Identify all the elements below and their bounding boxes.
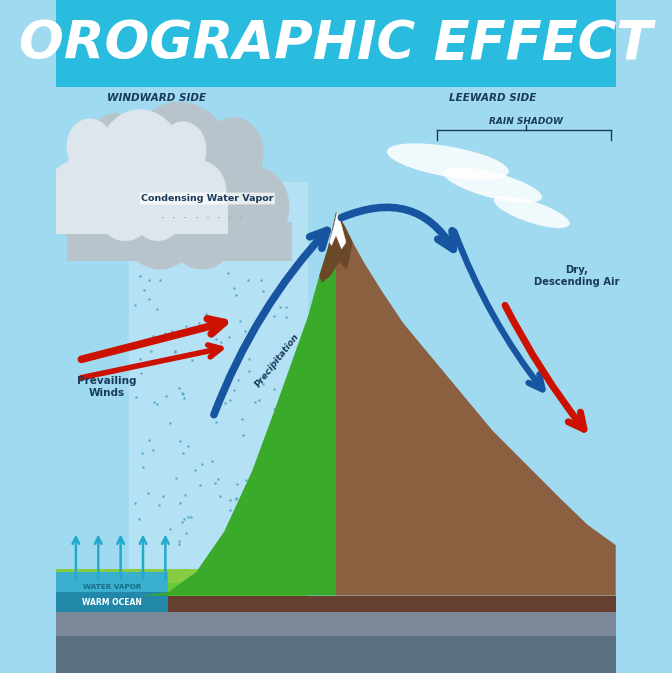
Circle shape xyxy=(86,114,144,184)
Polygon shape xyxy=(140,212,336,596)
Circle shape xyxy=(224,168,289,246)
Bar xyxy=(129,182,308,572)
Circle shape xyxy=(125,102,234,234)
Text: ·: · xyxy=(183,212,187,225)
Text: ·: · xyxy=(239,212,243,225)
Bar xyxy=(56,569,308,596)
Bar xyxy=(56,636,616,673)
Text: Precipitation: Precipitation xyxy=(253,332,301,388)
Text: ·: · xyxy=(194,212,198,225)
Circle shape xyxy=(86,129,176,238)
Polygon shape xyxy=(319,212,353,283)
Polygon shape xyxy=(336,212,616,596)
Circle shape xyxy=(47,162,102,228)
Ellipse shape xyxy=(444,168,542,203)
Text: WINDWARD SIDE: WINDWARD SIDE xyxy=(108,93,206,102)
Text: Dry,
Descending Air: Dry, Descending Air xyxy=(534,265,620,287)
Circle shape xyxy=(97,110,183,213)
Circle shape xyxy=(167,184,237,269)
Bar xyxy=(56,612,616,636)
Bar xyxy=(56,583,308,596)
Circle shape xyxy=(60,168,131,254)
Bar xyxy=(67,223,292,261)
Text: WATER VAPOR: WATER VAPOR xyxy=(83,584,141,590)
Polygon shape xyxy=(329,212,346,249)
Text: ·: · xyxy=(206,212,210,225)
Text: ·: · xyxy=(172,212,176,225)
Text: OROGRAPHIC EFFECT: OROGRAPHIC EFFECT xyxy=(19,17,653,70)
Bar xyxy=(52,204,228,234)
Text: Condensing Water Vapor: Condensing Water Vapor xyxy=(141,194,274,203)
Text: WARM OCEAN: WARM OCEAN xyxy=(82,598,142,607)
Circle shape xyxy=(130,174,185,240)
Bar xyxy=(56,596,616,612)
Text: ·: · xyxy=(216,212,220,225)
Bar xyxy=(56,592,168,612)
Ellipse shape xyxy=(494,196,570,228)
Text: ·: · xyxy=(228,212,232,225)
Text: Prevailing
Winds: Prevailing Winds xyxy=(77,376,136,398)
Text: ·: · xyxy=(161,212,165,225)
Circle shape xyxy=(205,118,263,188)
Circle shape xyxy=(122,176,199,269)
Bar xyxy=(56,572,168,612)
Bar xyxy=(56,0,616,87)
Circle shape xyxy=(179,129,263,230)
Circle shape xyxy=(175,162,226,222)
Text: LEEWARD SIDE: LEEWARD SIDE xyxy=(449,93,536,102)
Ellipse shape xyxy=(387,143,509,180)
Circle shape xyxy=(67,131,138,216)
Circle shape xyxy=(161,122,206,177)
Circle shape xyxy=(95,168,155,240)
Circle shape xyxy=(140,131,206,210)
Text: RAIN SHADOW: RAIN SHADOW xyxy=(489,116,563,126)
Circle shape xyxy=(67,119,112,174)
